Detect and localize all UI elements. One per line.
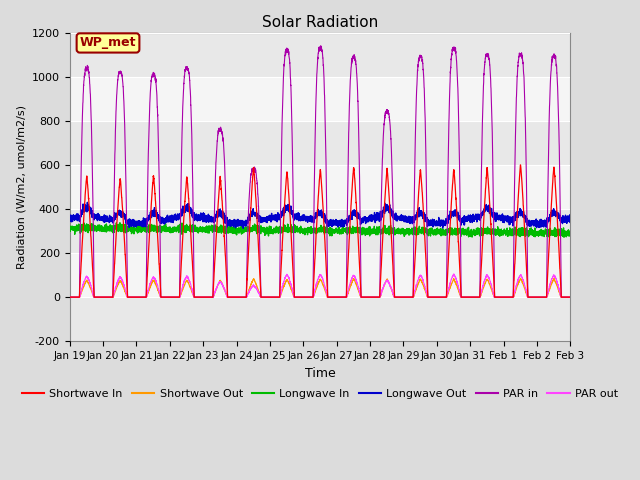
Bar [70,33,570,77]
Bar [70,77,570,121]
Bar [70,165,570,209]
Title: Solar Radiation: Solar Radiation [262,15,378,30]
Bar [70,121,570,165]
Text: WP_met: WP_met [80,36,136,49]
Legend: Shortwave In, Shortwave Out, Longwave In, Longwave Out, PAR in, PAR out: Shortwave In, Shortwave Out, Longwave In… [17,384,623,404]
X-axis label: Time: Time [305,367,335,380]
Bar [70,253,570,297]
Bar [70,209,570,253]
Bar [70,297,570,341]
Y-axis label: Radiation (W/m2, umol/m2/s): Radiation (W/m2, umol/m2/s) [17,105,26,269]
